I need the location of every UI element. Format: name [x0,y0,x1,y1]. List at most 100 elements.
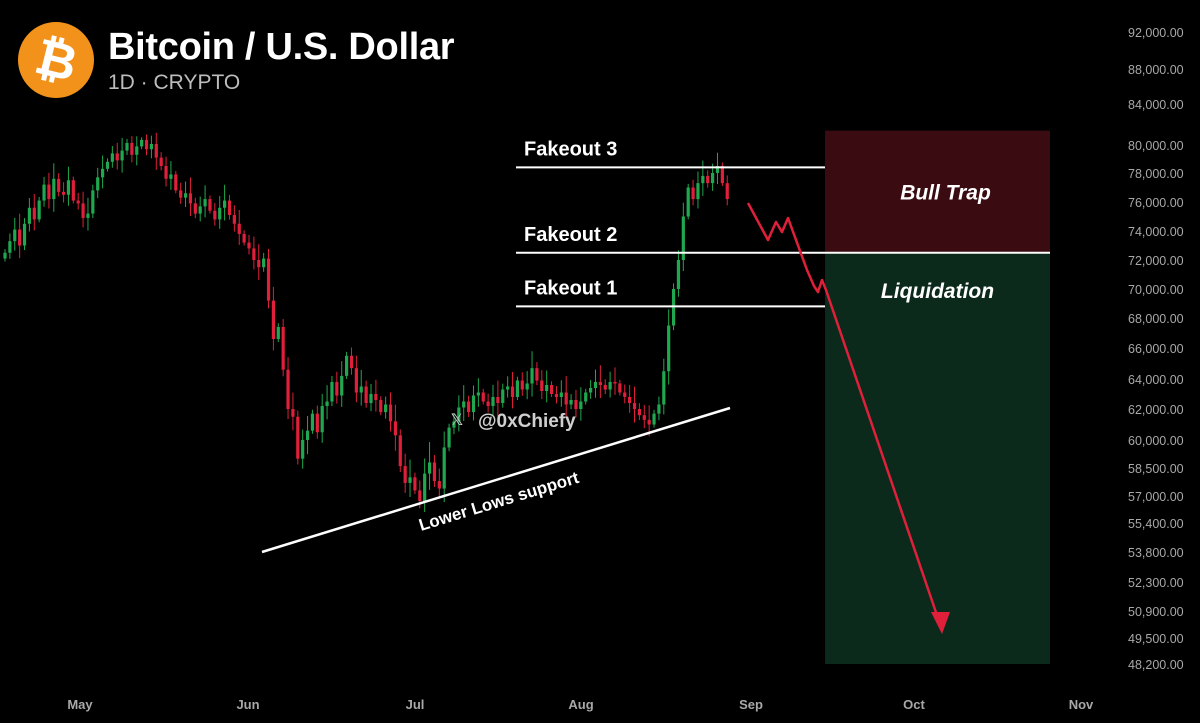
candle-body [515,380,519,397]
candle-body [384,404,388,413]
candle-body [208,199,212,211]
candle-body [393,421,397,436]
candlestick-series [3,132,729,512]
candle-body [496,397,500,403]
candle-body [227,200,232,216]
candle-body [613,382,617,384]
candle-body [27,207,31,224]
candle-body [593,382,598,388]
candle-body [667,325,671,372]
candle-body [320,406,324,433]
y-tick-label: 84,000.00 [1128,98,1184,112]
candle-body [491,397,495,406]
candle-body [725,183,729,200]
candle-body [711,173,715,184]
x-tick-label: May [67,697,93,712]
x-tick-label: Jun [236,697,259,712]
candle-body [32,207,36,220]
y-tick-label: 78,000.00 [1128,167,1184,181]
candle-body [105,161,110,169]
candle-body [252,248,256,260]
price-axis: 92,000.00 88,000.00 84,000.00 80,000.00 78,0… [1128,26,1184,672]
y-tick-label: 80,000.00 [1128,139,1184,153]
candle-body [223,200,227,208]
y-tick-label: 55,400.00 [1128,517,1184,531]
bitcoin-symbol: ₿ [29,26,83,94]
candle-body [281,327,285,370]
candle-body [535,368,539,381]
candle-body [530,368,534,384]
candle-body [715,166,720,173]
x-tick-label: Jul [406,697,425,712]
candle-body [452,421,456,428]
candle-body [218,207,222,220]
candle-body [559,392,563,397]
support-trendline [261,406,731,554]
candle-body [262,258,266,268]
candle-body [188,193,193,204]
y-tick-label: 58,500.00 [1128,462,1184,476]
candle-body [549,385,554,394]
candle-body [213,210,217,220]
candle-body [310,413,315,431]
y-tick-label: 72,000.00 [1128,254,1184,268]
candle-body [427,462,432,474]
candle-body [579,401,583,409]
y-tick-label: 62,000.00 [1128,403,1184,417]
y-tick-label: 74,000.00 [1128,225,1184,239]
candle-body [125,142,129,151]
candle-body [408,477,412,483]
candle-body [135,146,139,155]
candle-body [301,440,305,459]
projection-arrowhead [931,612,950,634]
candle-body [13,229,17,242]
candle-body [442,447,446,489]
bull-trap-zone [825,130,1050,253]
candle-body [701,175,705,184]
candle-body [564,392,568,405]
y-tick-label: 53,800.00 [1128,546,1184,560]
candle-body [657,404,661,414]
candle-body [398,435,402,467]
candle-body [623,392,627,397]
candle-body [76,200,80,204]
candle-body [335,382,339,396]
y-tick-label: 64,000.00 [1128,373,1184,387]
candle-body [179,190,183,198]
candle-body [305,430,310,440]
candle-body [232,215,236,224]
candle-body [525,383,529,390]
candle-body [413,477,417,491]
candle-body [61,191,66,195]
x-logo-icon: 𝕏 [451,410,464,429]
candle-body [345,355,349,376]
candle-body [632,403,637,409]
candle-body [603,385,607,390]
projection-path [746,202,944,631]
chart-subtitle: 1D · CRYPTO [108,71,241,94]
candle-body [291,409,295,417]
watermark-handle: @0xChiefy [478,411,576,432]
candle-body [647,419,651,425]
candle-body [418,490,422,502]
x-tick-label: Oct [903,697,925,712]
candle-body [388,404,393,422]
candle-body [57,178,61,192]
candle-body [101,168,105,178]
y-tick-label: 66,000.00 [1128,342,1184,356]
chart-header: ₿ Bitcoin / U.S. Dollar 1D · CRYPTO [18,22,455,98]
candle-body [642,415,646,420]
candle-body [618,383,622,393]
fakeout-level-label: Fakeout 1 [524,277,617,299]
candle-body [242,233,246,243]
candle-body [315,413,319,433]
candle-body [359,386,363,393]
candle-body [159,157,163,166]
chart-title: Bitcoin / U.S. Dollar [108,26,455,68]
candle-body [81,203,85,218]
candle-body [271,300,275,339]
bitcoin-logo-icon: ₿ [18,22,94,98]
candle-body [447,427,451,448]
x-tick-label: Sep [739,697,763,712]
